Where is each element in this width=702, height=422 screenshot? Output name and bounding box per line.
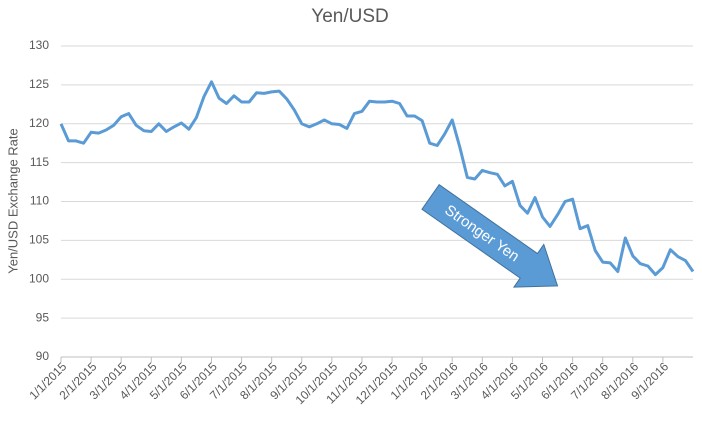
annotation-text: Stronger Yen bbox=[441, 202, 522, 266]
y-tick-label: 90 bbox=[36, 349, 50, 363]
y-tick-label: 130 bbox=[29, 38, 49, 52]
y-tick-label: 100 bbox=[29, 271, 49, 285]
arrow-shape bbox=[421, 183, 559, 288]
y-tick-label: 115 bbox=[30, 155, 49, 169]
y-tick-label: 95 bbox=[36, 310, 50, 324]
y-tick-label: 110 bbox=[30, 194, 49, 208]
chart-title: Yen/USD bbox=[311, 6, 388, 27]
annotation-arrow: Stronger Yen bbox=[421, 183, 559, 288]
y-tick-label: 125 bbox=[29, 77, 49, 91]
y-axis-label: Yen/USD Exchange Rate bbox=[5, 128, 20, 274]
y-tick-label: 105 bbox=[29, 233, 49, 247]
line-series bbox=[59, 80, 695, 277]
plot-area: 90951001051101151201251301/1/20152/1/201… bbox=[26, 38, 695, 407]
y-tick-label: 120 bbox=[29, 116, 49, 130]
